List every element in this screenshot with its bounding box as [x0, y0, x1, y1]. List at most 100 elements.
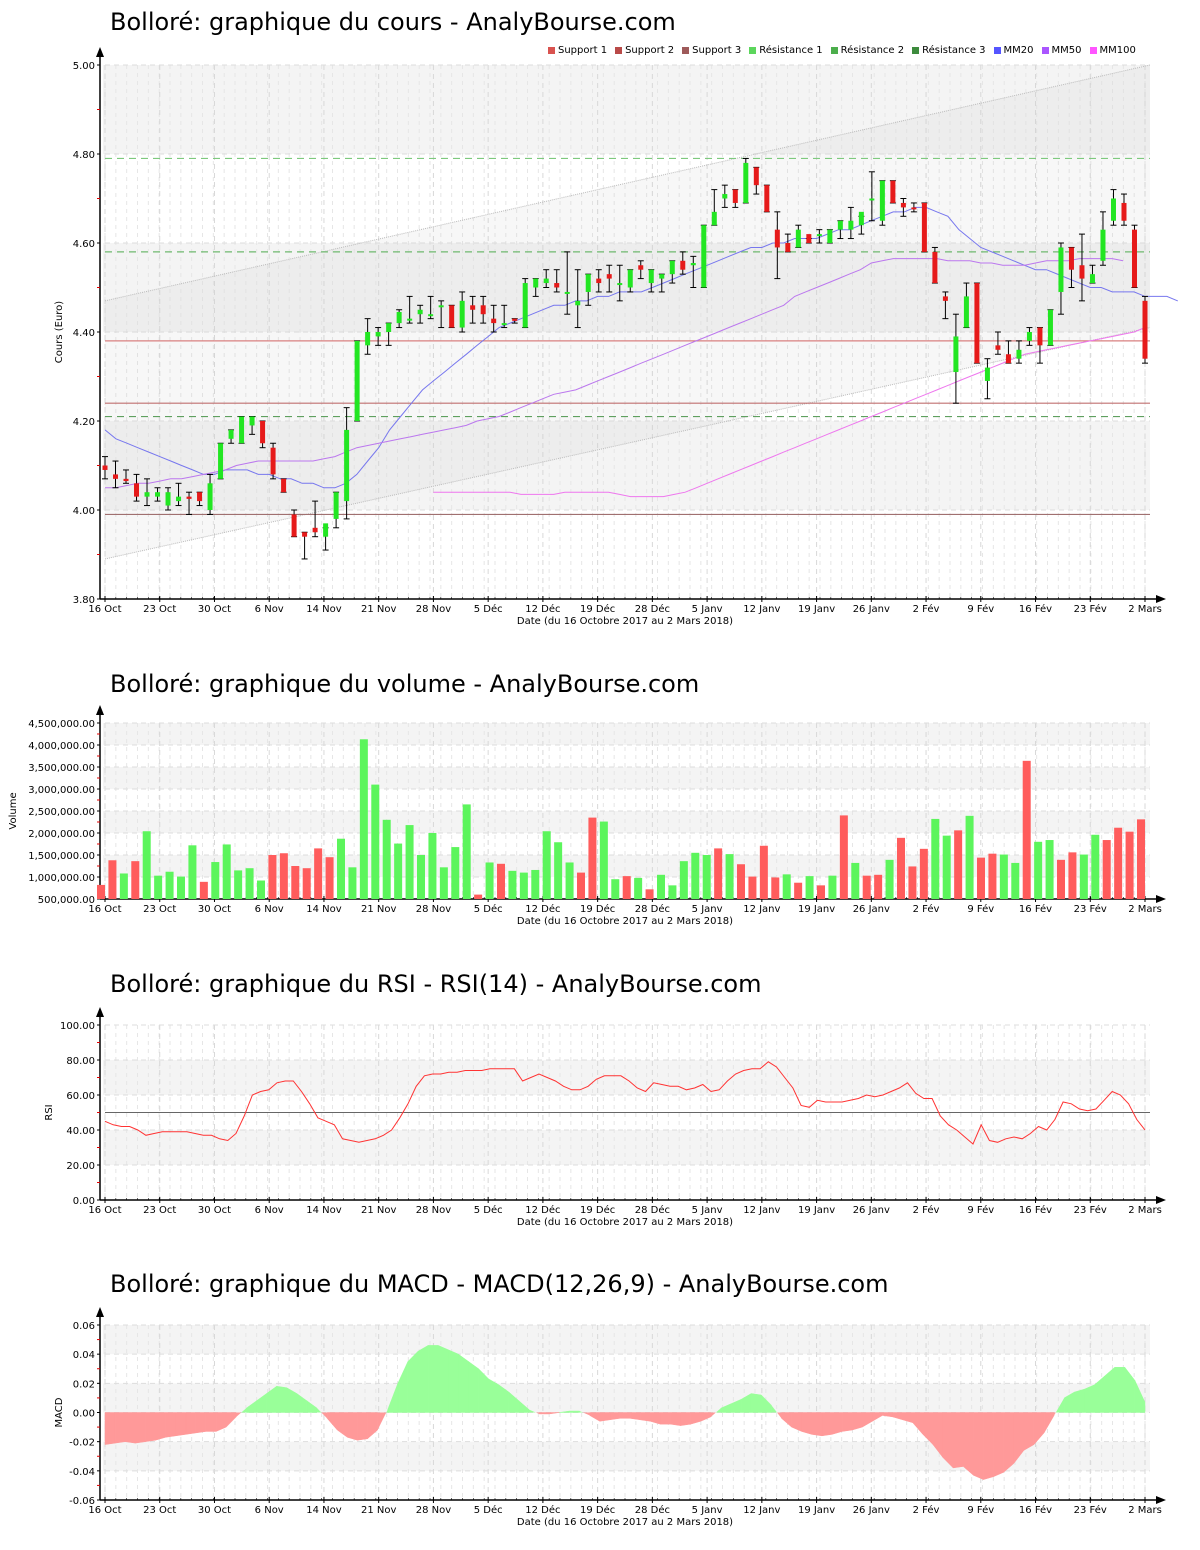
candlestick	[1099, 211, 1106, 266]
volume-bar	[268, 855, 277, 899]
legend-item: Support 2	[615, 45, 674, 56]
candlestick	[816, 229, 823, 244]
volume-bar	[245, 868, 254, 899]
volume-bar	[599, 821, 608, 899]
volume-bar	[977, 857, 985, 899]
volume-bar	[1022, 760, 1031, 899]
candlestick	[228, 429, 235, 444]
volume-bar	[359, 739, 368, 899]
candlestick	[795, 224, 802, 248]
candlestick	[490, 304, 497, 333]
candlestick	[595, 269, 602, 293]
x-tick-label: 5 Déc	[474, 603, 503, 615]
x-tick-label: 26 Janv	[853, 1505, 890, 1516]
volume-bar	[839, 815, 848, 899]
volume-bar	[1114, 827, 1123, 899]
candlestick	[249, 416, 256, 435]
y-tick-label: 4,500,000.00	[28, 719, 95, 730]
y-tick-label: 5.00	[73, 61, 95, 72]
legend-swatch-icon	[830, 47, 838, 54]
x-tick-label: 16 Oct	[88, 904, 121, 915]
y-tick-label: 3,000,000.00	[28, 785, 95, 796]
y-tick-label: 3,500,000.00	[28, 763, 95, 774]
y-tick-label: 4.40	[73, 328, 95, 339]
candlestick	[270, 442, 277, 480]
volume-bar	[371, 784, 380, 899]
candlestick	[973, 282, 980, 364]
candlestick	[711, 189, 718, 226]
x-tick-label: 5 Janv	[692, 1205, 723, 1216]
x-tick-label: 12 Déc	[525, 1504, 560, 1516]
x-tick-label: 21 Nov	[361, 1505, 397, 1516]
candlestick	[942, 291, 949, 320]
candlestick	[543, 269, 550, 288]
legend-item: Résistance 2	[830, 45, 904, 56]
volume-bar	[508, 870, 517, 899]
candlestick	[931, 246, 938, 284]
candlestick	[469, 295, 476, 324]
volume-bar	[805, 876, 814, 899]
legend-swatch-icon	[993, 47, 1001, 54]
legend-item: Support 1	[548, 45, 607, 56]
y-tick-label: 1,500,000.00	[28, 851, 95, 862]
candlestick	[847, 206, 854, 240]
x-tick-label: 30 Oct	[198, 904, 231, 915]
volume-bar	[142, 831, 151, 899]
volume-bar	[771, 877, 780, 899]
candlestick	[658, 273, 665, 293]
volume-bar	[999, 854, 1008, 899]
candlestick	[102, 456, 108, 480]
x-tick-label: 28 Nov	[416, 604, 452, 615]
legend-swatch-icon	[1089, 47, 1097, 54]
x-tick-label: 26 Janv	[853, 1205, 890, 1216]
x-tick-label: 23 Fév	[1074, 903, 1107, 915]
volume-bar	[965, 815, 974, 899]
candlestick	[133, 473, 140, 502]
candlestick	[858, 211, 865, 235]
legend-label: MM100	[1099, 45, 1136, 56]
candlestick	[1120, 193, 1127, 226]
x-tick-label: 19 Janv	[798, 904, 835, 915]
y-tick-label: -0.06	[69, 1496, 95, 1507]
y-tick-label: 0.06	[73, 1321, 95, 1332]
volume-bar	[337, 838, 345, 899]
volume-bar	[1091, 834, 1100, 899]
volume-bar	[988, 853, 997, 899]
volume-bar	[748, 876, 757, 899]
macd-plot	[104, 1344, 1146, 1480]
x-tick-label: 23 Oct	[143, 1205, 176, 1216]
legend-swatch-icon	[682, 47, 690, 54]
macd-chart-title: Bolloré: graphique du MACD - MACD(12,26,…	[110, 1270, 889, 1298]
candlestick	[375, 327, 382, 346]
x-tick-label: 9 Fév	[967, 1504, 994, 1516]
volume-bar	[188, 845, 197, 899]
upper-channel-line	[104, 64, 1151, 302]
x-tick-label: 21 Nov	[361, 1205, 397, 1216]
candlestick	[312, 500, 319, 538]
volume-bar	[1125, 831, 1134, 899]
volume-bar	[737, 864, 745, 899]
legend-label: MM50	[1051, 45, 1082, 56]
volume-bar	[565, 862, 574, 899]
rsi-plot	[104, 1061, 1150, 1145]
volume-bar	[645, 889, 654, 899]
y-tick-label: 4.20	[73, 417, 95, 428]
volume-bar	[428, 833, 437, 899]
x-tick-label: 2 Mars	[1128, 1505, 1162, 1516]
x-tick-label: 16 Fév	[1019, 1204, 1052, 1216]
candlestick	[721, 184, 728, 208]
candlestick	[1110, 189, 1117, 226]
volume-bar	[394, 843, 403, 899]
volume-bar	[314, 848, 323, 899]
x-tick-label: 23 Oct	[143, 604, 176, 615]
candlestick	[553, 269, 560, 293]
x-tick-label: 9 Fév	[967, 1204, 994, 1216]
volume-bar	[165, 871, 174, 899]
x-tick-label: 6 Nov	[255, 904, 284, 915]
volume-bar	[657, 874, 665, 899]
legend-swatch-icon	[749, 47, 757, 54]
y-tick-label: 500,000.00	[38, 895, 95, 906]
volume-bar	[542, 831, 551, 899]
volume-bar	[1045, 840, 1054, 899]
volume-bar	[1034, 841, 1043, 899]
